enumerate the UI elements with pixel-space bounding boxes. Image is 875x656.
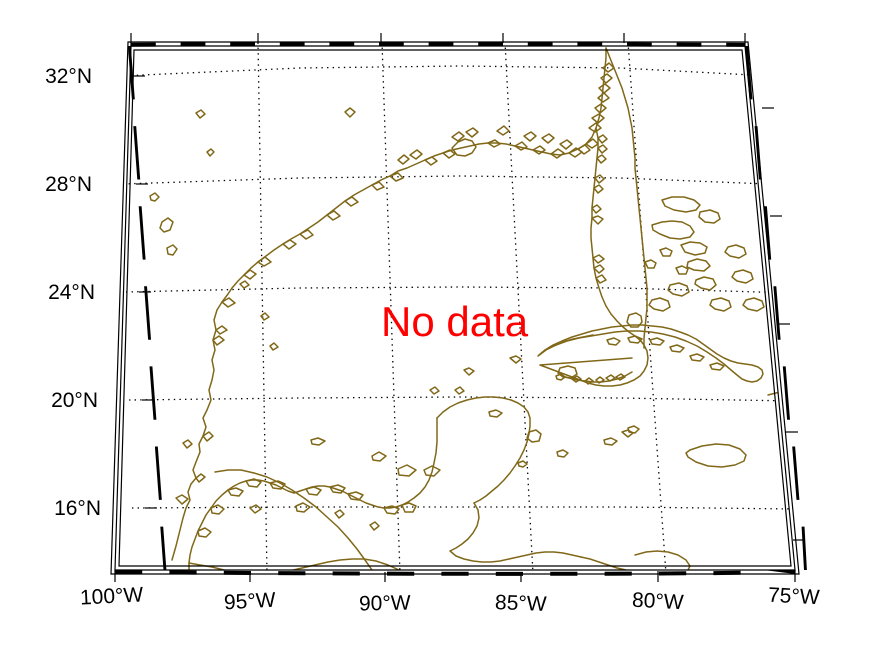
x-tick-label-80W: 80°W [631, 588, 685, 615]
y-tick-label-28N: 28°N [45, 173, 92, 196]
x-tick-label-85W: 85°W [494, 591, 547, 616]
x-tick-label-100W: 100°W [79, 583, 144, 610]
map-frame [110, 33, 807, 582]
x-tick-label-95W: 95°W [223, 588, 277, 615]
x-tick-label-90W: 90°W [358, 591, 411, 616]
y-tick-label-16N: 16°N [54, 497, 101, 520]
y-tick-label-20N: 20°N [51, 389, 98, 412]
frame-blocks-left [127, 46, 167, 570]
x-tick-label-75W: 75°W [767, 583, 821, 610]
frame-blocks-right [745, 46, 807, 570]
graticule-grid [119, 46, 795, 570]
y-tick-label-32N: 32°N [45, 65, 92, 88]
y-tick-label-24N: 24°N [48, 281, 95, 304]
frame-blocks-top [131, 42, 745, 47]
frame-blocks-bottom [115, 570, 795, 576]
coastline-layer [149, 47, 795, 570]
no-data-annotation: No data [381, 298, 529, 345]
